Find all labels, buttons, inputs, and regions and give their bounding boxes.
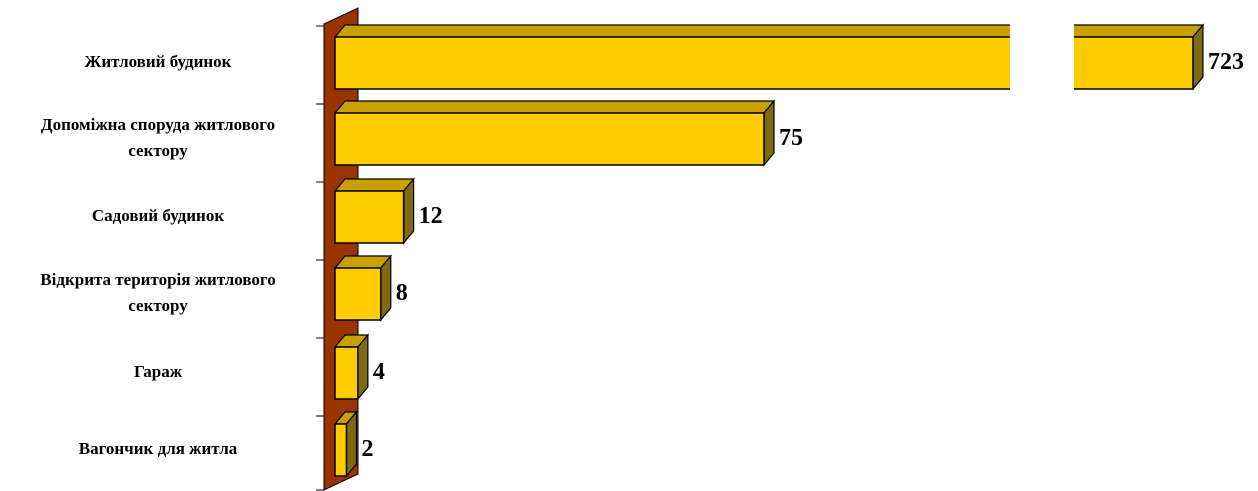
bar-side-face [763, 99, 775, 167]
bar [333, 410, 358, 478]
bar-front-face [334, 190, 405, 244]
category-label: Допоміжна споруда житлового сектору [41, 115, 275, 160]
category-label: Садовий будинок [92, 206, 224, 225]
bars [333, 22, 1205, 478]
value-label: 4 [373, 359, 385, 385]
bar-side-face [357, 333, 369, 401]
category-label: Відкрита територія житлового сектору [40, 270, 275, 315]
value-label: 2 [361, 436, 373, 462]
category-label-line: Відкрита територія житлового [40, 270, 275, 289]
category-label-line: Гараж [134, 362, 183, 381]
category-label-line: сектору [128, 141, 188, 160]
bar-front-face [334, 423, 348, 477]
bar-side-face [403, 177, 415, 245]
bar-top-face [333, 178, 415, 192]
value-label: 75 [779, 125, 803, 151]
bar-front-face [334, 267, 382, 321]
bar-side-face [1192, 23, 1204, 91]
bar-top-face [333, 100, 776, 114]
category-label-line: сектору [128, 296, 188, 315]
value-label: 723 [1208, 49, 1244, 75]
axis-break-gap [1009, 22, 1074, 92]
category-label-line: Садовий будинок [92, 206, 224, 225]
bar-front-face [334, 346, 359, 400]
category-label-line: Вагончик для житла [79, 439, 238, 458]
bar-side-face [345, 410, 358, 478]
bar [333, 254, 393, 322]
bar [333, 22, 1205, 92]
category-label: Вагончик для житла [79, 439, 238, 458]
bar [333, 333, 370, 401]
value-labels: 723 75 12 8 4 2 [361, 49, 1244, 462]
category-label: Гараж [134, 362, 183, 381]
category-label-line: Допоміжна споруда житлового [41, 115, 275, 134]
bar-front-face [334, 112, 765, 166]
bar-side-face [380, 254, 392, 322]
category-label-line: Житловий будинок [85, 52, 232, 71]
bar [333, 99, 776, 167]
category-label: Житловий будинок [85, 52, 232, 71]
category-labels: Житловий будинок Допоміжна споруда житлов… [40, 52, 275, 458]
value-label: 8 [396, 280, 408, 306]
value-label: 12 [419, 203, 443, 229]
axis-ticks [316, 25, 324, 491]
bar [333, 177, 415, 245]
